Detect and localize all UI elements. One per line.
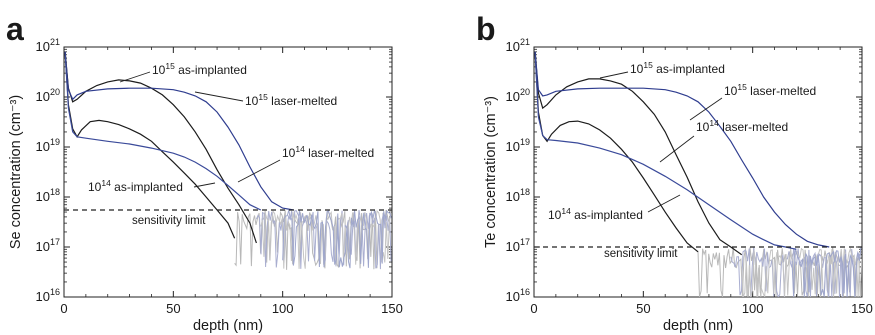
sensitivity-limit-label: sensitivity limit bbox=[604, 248, 678, 260]
panel-letter: a bbox=[6, 11, 24, 47]
panel-a: a 1016 1017 1018 1019 1020 1021 0 50 100 150 depth … bbox=[6, 11, 403, 334]
series-line-1 bbox=[534, 51, 830, 248]
x-tick-label: 50 bbox=[166, 301, 180, 316]
series-line-3 bbox=[64, 51, 262, 211]
annotation-label: 1015 laser-melted bbox=[724, 82, 816, 98]
y-tick-label: 1019 bbox=[36, 137, 60, 154]
panel-letter: b bbox=[476, 11, 496, 47]
annotation-leader bbox=[599, 71, 629, 79]
x-tick-label: 0 bbox=[60, 301, 67, 316]
y-axis-label: Se concentration (cm⁻³) bbox=[8, 95, 24, 249]
annotation-leader bbox=[119, 71, 151, 83]
noise-trace bbox=[730, 247, 862, 297]
annotation-leader bbox=[689, 97, 723, 121]
annotation-leader bbox=[659, 135, 695, 163]
y-tick-label: 1017 bbox=[506, 237, 530, 254]
series-line-2 bbox=[534, 51, 699, 253]
y-tick-label: 1020 bbox=[506, 87, 530, 104]
annotation-leader bbox=[647, 194, 681, 213]
x-axis-label: depth (nm) bbox=[663, 318, 733, 334]
x-tick-label: 100 bbox=[272, 301, 294, 316]
plot-frame bbox=[533, 46, 863, 298]
x-axis-label: depth (nm) bbox=[193, 318, 263, 334]
y-tick-label: 1018 bbox=[36, 187, 60, 204]
x-tick-label: 150 bbox=[381, 301, 403, 316]
annotation-label: 1014 as-implanted bbox=[548, 206, 643, 222]
series-group bbox=[64, 51, 294, 244]
x-tick-label: 0 bbox=[530, 301, 537, 316]
annotation-label: 1014 laser-melted bbox=[696, 118, 788, 134]
noise-trace bbox=[741, 247, 862, 297]
noise-floor bbox=[234, 209, 392, 270]
series-line-1 bbox=[64, 51, 294, 211]
x-tick-label: 100 bbox=[742, 301, 764, 316]
panel-b: b 1016 1017 1018 1019 1020 1021 0 50 100 150 depth … bbox=[476, 11, 873, 334]
y-tick-label: 1021 bbox=[506, 37, 530, 54]
noise-trace bbox=[282, 209, 392, 269]
series-group bbox=[534, 51, 830, 256]
y-tick-label: 1017 bbox=[36, 237, 60, 254]
annotation-label: 1014 laser-melted bbox=[282, 144, 374, 160]
annotation-label: 1015 as-implanted bbox=[630, 60, 725, 76]
annotation-label: 1015 as-implanted bbox=[152, 61, 247, 77]
sensitivity-limit-label: sensitivity limit bbox=[132, 215, 206, 227]
y-tick-label: 1018 bbox=[506, 187, 530, 204]
y-axis-label: Te concentration (cm⁻³) bbox=[483, 96, 499, 248]
noise-floor bbox=[697, 247, 862, 297]
y-tick-label: 1021 bbox=[36, 37, 60, 54]
plot-frame bbox=[63, 46, 393, 298]
annotation-label: 1015 laser-melted bbox=[245, 92, 337, 108]
x-tick-label: 50 bbox=[636, 301, 650, 316]
annotation-leader bbox=[193, 182, 216, 188]
y-tick-label: 1020 bbox=[36, 87, 60, 104]
annotation-label: 1014 as-implanted bbox=[88, 178, 183, 194]
series-line-2 bbox=[64, 51, 236, 239]
y-tick-label: 1019 bbox=[506, 137, 530, 154]
y-tick-label: 1016 bbox=[36, 287, 60, 304]
series-line-0 bbox=[534, 51, 743, 256]
x-tick-label: 150 bbox=[851, 301, 873, 316]
y-tick-label: 1016 bbox=[506, 287, 530, 304]
annotation-leader bbox=[237, 159, 281, 183]
series-line-3 bbox=[534, 51, 797, 250]
annotation-leader bbox=[194, 91, 244, 102]
noise-trace bbox=[791, 247, 862, 297]
